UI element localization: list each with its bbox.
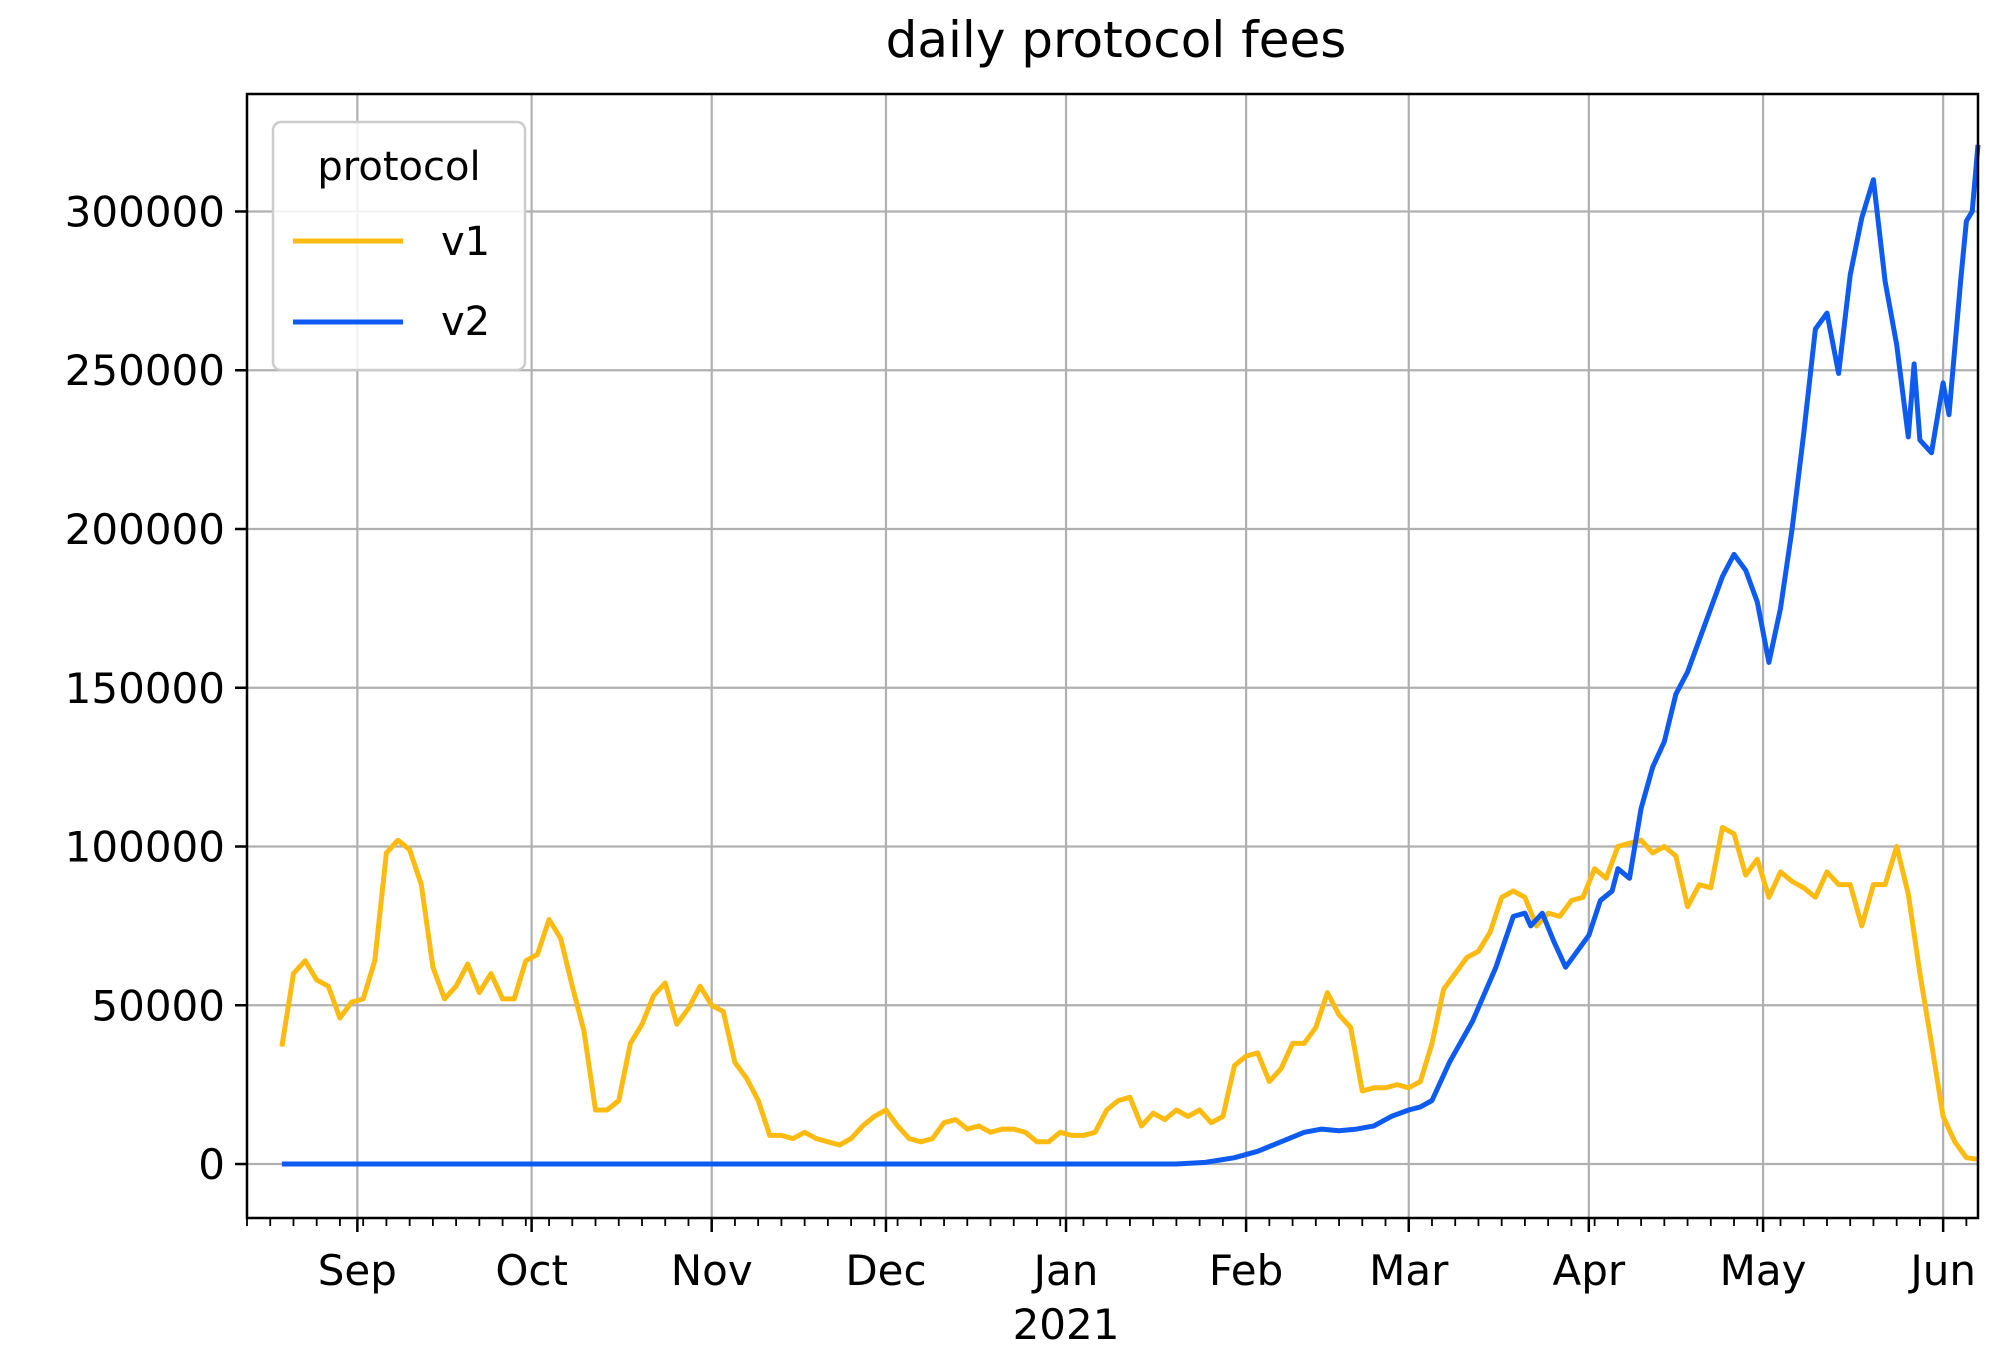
legend-label-v1: v1 xyxy=(441,219,490,265)
y-tick-label: 200000 xyxy=(65,505,225,554)
x-tick-label: Feb xyxy=(1209,1246,1283,1295)
chart-title: daily protocol fees xyxy=(886,11,1347,69)
series-layer xyxy=(279,144,1981,1167)
y-tick-label: 300000 xyxy=(65,187,225,236)
legend: protocol v1 v2 xyxy=(271,120,527,372)
x-tick-label: Oct xyxy=(495,1246,568,1295)
x-tick-label: Jun xyxy=(1907,1246,1976,1295)
series-line-v2 xyxy=(281,144,1981,1167)
grid xyxy=(247,94,1978,1218)
plot-frame xyxy=(245,92,1980,1220)
x-tick-label: Sep xyxy=(318,1246,397,1295)
x-tick-label: Nov xyxy=(671,1246,753,1295)
y-tick-label: 100000 xyxy=(65,823,225,872)
legend-title: protocol xyxy=(317,144,480,190)
x-tick-label: May xyxy=(1720,1246,1807,1295)
x-tick-label: Dec xyxy=(845,1246,926,1295)
x-tick-label: Mar xyxy=(1369,1246,1449,1295)
y-tick-label: 0 xyxy=(198,1140,225,1189)
x-tick-label: Apr xyxy=(1552,1246,1625,1295)
legend-label-v2: v2 xyxy=(441,299,490,345)
series-line-v1 xyxy=(279,825,1979,1162)
axes: 0 50000 100000 150000 200000 250000 300000 Sep O… xyxy=(65,187,1976,1349)
y-tick-label: 150000 xyxy=(65,664,225,713)
x-tick-label: Jan xyxy=(1031,1246,1099,1295)
y-tick-label: 250000 xyxy=(65,346,225,395)
legend-box xyxy=(271,120,527,372)
y-tick-label: 50000 xyxy=(91,981,225,1030)
x-year-label: 2021 xyxy=(1013,1300,1120,1349)
